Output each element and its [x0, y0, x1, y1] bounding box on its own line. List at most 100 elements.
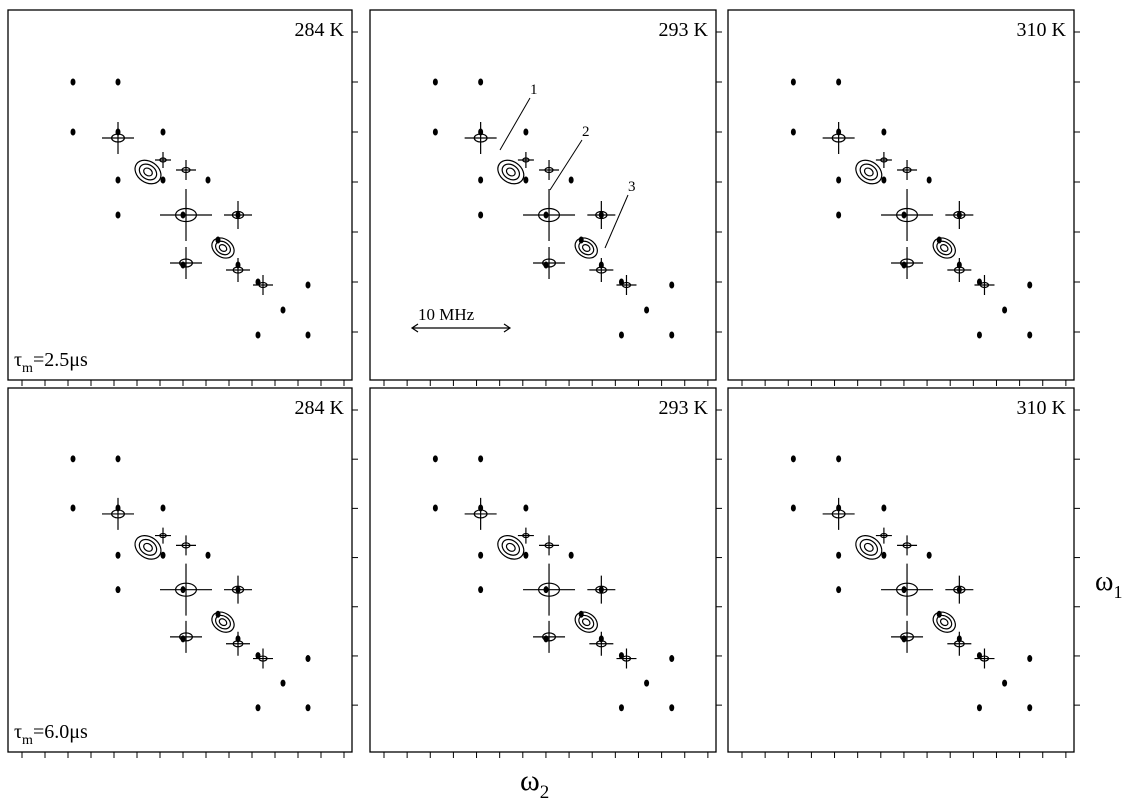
- peak: [790, 455, 796, 463]
- y-axis-label: ω1: [1095, 566, 1122, 602]
- peak: [881, 128, 887, 136]
- peak-cross: [822, 497, 855, 530]
- peak-cross: [155, 152, 171, 168]
- contour: [855, 159, 883, 185]
- peak: [305, 655, 311, 663]
- tau-symbol: τ: [14, 349, 22, 371]
- peak-core: [880, 532, 888, 539]
- peak-cross: [253, 648, 273, 669]
- peak: [115, 551, 121, 559]
- panel-frame: [7, 387, 353, 753]
- panel-frame: [727, 387, 1075, 753]
- peak-number: 2: [582, 124, 590, 140]
- peak-core: [232, 266, 244, 274]
- peak-core: [159, 532, 167, 539]
- peak-core: [542, 258, 557, 268]
- peak-core: [110, 133, 125, 143]
- contour: [574, 237, 598, 259]
- leader-line: [549, 139, 583, 191]
- peak: [926, 551, 932, 559]
- contour: [855, 535, 883, 560]
- peak-number: 1: [530, 82, 538, 98]
- peak: [1027, 331, 1033, 339]
- peak-core: [473, 133, 488, 143]
- peak-cross: [822, 122, 855, 154]
- peak: [432, 455, 438, 463]
- peak: [669, 331, 675, 339]
- panel: 284 K: [7, 387, 358, 758]
- tau-symbol: τ: [14, 721, 22, 743]
- peak: [644, 679, 650, 687]
- peak-cross: [947, 258, 972, 282]
- peak-cross: [176, 160, 196, 180]
- peak-cross: [464, 497, 497, 530]
- peak-cross: [539, 535, 560, 556]
- peak: [669, 281, 675, 289]
- peak-cross: [891, 247, 924, 279]
- panel: 284 K: [7, 9, 358, 386]
- peak-core: [953, 585, 966, 594]
- peak: [644, 306, 650, 314]
- peak-cross: [102, 122, 134, 154]
- panel: 293 K 10 MHz 1 2 3: [369, 9, 722, 386]
- peak-core: [258, 655, 268, 662]
- peak-cross: [974, 648, 995, 669]
- peak-cross: [523, 189, 576, 241]
- temperature-label: 293 K: [659, 397, 709, 419]
- contour: [932, 611, 956, 633]
- contour: [581, 244, 591, 252]
- peak: [478, 78, 484, 86]
- peak-core: [831, 509, 846, 519]
- peak: [70, 455, 76, 463]
- peak: [926, 176, 932, 184]
- peak-cross: [881, 189, 934, 241]
- peak: [523, 504, 529, 512]
- contour: [214, 240, 232, 256]
- peak-cross: [589, 631, 614, 656]
- peak-core: [258, 281, 268, 289]
- peak: [836, 211, 842, 219]
- peak-cross: [533, 247, 566, 279]
- peak-core: [544, 166, 554, 174]
- contour: [134, 535, 162, 560]
- peak-core: [542, 632, 557, 642]
- peak-core: [595, 266, 607, 274]
- contour: [143, 167, 153, 177]
- peak: [478, 211, 484, 219]
- temperature-label: 284 K: [295, 19, 345, 41]
- peak-core: [544, 542, 554, 549]
- peak: [568, 551, 574, 559]
- tau-sub: m: [22, 361, 33, 376]
- contour: [932, 237, 956, 259]
- peak-cross: [533, 620, 566, 653]
- peak-core: [522, 532, 530, 539]
- peak: [976, 331, 982, 339]
- peak: [1027, 281, 1033, 289]
- peak-core: [953, 210, 966, 220]
- peak: [669, 704, 675, 712]
- peak-cross: [170, 620, 202, 653]
- peak-cross: [226, 631, 250, 656]
- peak: [160, 176, 166, 184]
- contour: [578, 614, 595, 630]
- peak-core: [473, 509, 488, 519]
- peak-core: [953, 640, 965, 648]
- peak-core: [110, 509, 125, 519]
- peak-cross: [974, 275, 995, 295]
- peak-core: [181, 166, 191, 174]
- peak-core: [181, 542, 191, 549]
- peak: [160, 551, 166, 559]
- peak: [523, 176, 529, 184]
- peak-cross: [160, 189, 212, 241]
- peak: [115, 211, 121, 219]
- peak: [432, 78, 438, 86]
- peak-core: [595, 585, 608, 594]
- peak-core: [595, 210, 608, 220]
- peak: [115, 176, 121, 184]
- contour: [218, 244, 228, 252]
- peak: [255, 331, 261, 339]
- contour: [581, 618, 591, 627]
- peak-core: [979, 655, 990, 662]
- peak: [115, 78, 121, 86]
